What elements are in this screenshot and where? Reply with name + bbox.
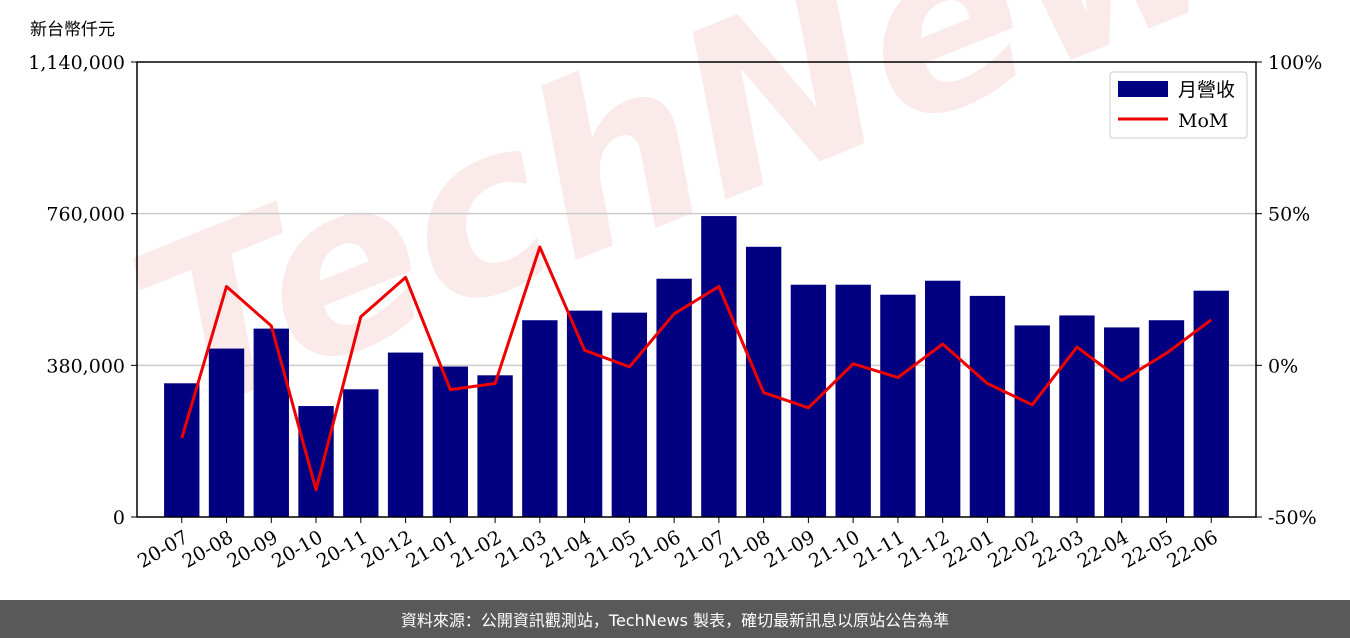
- x-tick-label: 20-11: [313, 526, 371, 572]
- y-axis-right-ticks: -50% 0% 50% 100%: [1256, 52, 1322, 529]
- y-right-tick-label: -50%: [1268, 507, 1317, 529]
- y-left-tick-label: 0: [113, 507, 125, 529]
- revenue-bar: [343, 389, 379, 517]
- x-tick-label: 22-02: [984, 526, 1042, 572]
- x-tick-label: 22-03: [1029, 526, 1087, 572]
- x-tick-label: 21-04: [537, 526, 595, 572]
- y-left-tick-label: 1,140,000: [28, 52, 125, 74]
- revenue-bar: [1193, 290, 1229, 517]
- x-tick-label: 21-06: [626, 526, 684, 572]
- revenue-bar: [432, 366, 469, 517]
- revenue-bar: [745, 246, 782, 517]
- revenue-bar: [164, 383, 200, 517]
- x-tick-label: 21-11: [850, 526, 908, 572]
- revenue-bar: [880, 294, 916, 517]
- x-tick-label: 21-08: [716, 526, 774, 572]
- mom-series: [180, 245, 1213, 492]
- x-tick-label: 21-12: [895, 526, 953, 572]
- y-left-tick-label: 760,000: [46, 204, 125, 226]
- revenue-bar: [208, 348, 245, 517]
- legend-bar-swatch: [1118, 81, 1168, 97]
- revenue-bar: [924, 280, 961, 517]
- legend: 月營收 MoM: [1109, 71, 1248, 139]
- y-left-tick-label: 380,000: [46, 355, 125, 377]
- x-axis-ticks: 20-0720-0820-0920-1020-1120-1221-0121-02…: [134, 517, 1222, 573]
- x-tick-label: 20-07: [134, 526, 192, 572]
- revenue-bar: [611, 312, 648, 517]
- revenue-bar: [1014, 325, 1050, 517]
- revenue-bar: [566, 310, 603, 517]
- revenue-bar: [387, 352, 424, 517]
- revenue-bar: [835, 284, 871, 517]
- revenue-bar: [1104, 327, 1140, 517]
- y-right-tick-label: 100%: [1268, 52, 1322, 74]
- bar-series: [164, 216, 1229, 517]
- x-tick-label: 21-10: [805, 526, 863, 572]
- x-tick-label: 21-03: [492, 526, 550, 572]
- legend-line-label: MoM: [1178, 110, 1228, 132]
- x-tick-label: 22-06: [1163, 526, 1221, 572]
- y-axis-left-ticks: 0 380,000 760,000 1,140,000: [28, 52, 137, 529]
- x-tick-label: 21-05: [581, 526, 639, 572]
- x-tick-label: 22-01: [939, 526, 997, 572]
- y-right-tick-label: 0%: [1268, 355, 1298, 377]
- revenue-bar: [656, 278, 692, 517]
- revenue-bar: [522, 320, 558, 517]
- x-tick-label: 21-01: [402, 526, 460, 572]
- revenue-bar: [253, 328, 289, 517]
- y-right-tick-label: 50%: [1268, 204, 1310, 226]
- x-tick-label: 21-09: [760, 526, 818, 572]
- x-tick-label: 20-09: [223, 526, 281, 572]
- revenue-bar: [1148, 320, 1185, 517]
- revenue-bar: [477, 375, 513, 517]
- axes: [136, 61, 1257, 518]
- legend-bar-label: 月營收: [1178, 79, 1235, 101]
- x-tick-label: 21-02: [447, 526, 505, 572]
- source-footer: 資料來源：公開資訊觀測站，TechNews 製表，確切最新訊息以原站公告為準: [0, 600, 1350, 638]
- plot-frame: [136, 61, 1257, 518]
- x-tick-label: 20-08: [179, 526, 237, 572]
- x-tick-label: 22-05: [1119, 526, 1177, 572]
- chart: TechNews 20-0720-0820-0920-1020-1120-122…: [28, 0, 1350, 573]
- x-tick-label: 20-10: [268, 526, 326, 572]
- x-tick-label: 21-07: [671, 526, 729, 572]
- x-tick-label: 22-04: [1074, 526, 1132, 572]
- x-tick-label: 20-12: [358, 526, 416, 572]
- revenue-bar: [701, 216, 737, 517]
- revenue-bar: [298, 406, 334, 517]
- y-axis-unit-label: 新台幣仟元: [30, 20, 115, 40]
- revenue-bar: [790, 284, 827, 517]
- revenue-bar: [969, 295, 1006, 517]
- mom-line: [180, 245, 1213, 492]
